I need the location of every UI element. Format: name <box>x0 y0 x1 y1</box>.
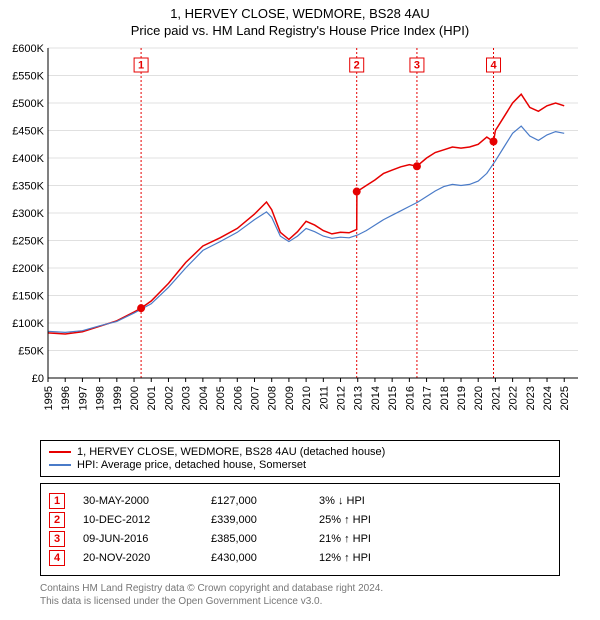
svg-text:£0: £0 <box>32 373 44 385</box>
transaction-date: 09-JUN-2016 <box>83 533 193 545</box>
svg-text:£150K: £150K <box>12 291 44 303</box>
table-row: 4 20-NOV-2020 £430,000 12% ↑ HPI <box>49 550 551 566</box>
svg-text:2016: 2016 <box>404 386 416 410</box>
svg-text:2013: 2013 <box>353 386 365 410</box>
svg-text:2025: 2025 <box>559 386 571 410</box>
transaction-marker-number: 2 <box>49 512 65 528</box>
transaction-delta: 3% ↓ HPI <box>319 495 429 507</box>
svg-text:2018: 2018 <box>439 386 451 410</box>
svg-text:1995: 1995 <box>43 386 55 410</box>
svg-text:2020: 2020 <box>473 386 485 410</box>
transaction-delta: 25% ↑ HPI <box>319 514 429 526</box>
title-subtitle: Price paid vs. HM Land Registry's House … <box>0 23 600 38</box>
svg-text:£500K: £500K <box>12 98 44 110</box>
svg-text:£200K: £200K <box>12 263 44 275</box>
svg-text:2017: 2017 <box>422 386 434 410</box>
svg-text:2002: 2002 <box>163 386 175 410</box>
transaction-date: 10-DEC-2012 <box>83 514 193 526</box>
legend: 1, HERVEY CLOSE, WEDMORE, BS28 4AU (deta… <box>40 440 560 477</box>
legend-label: 1, HERVEY CLOSE, WEDMORE, BS28 4AU (deta… <box>77 446 385 458</box>
transaction-delta: 21% ↑ HPI <box>319 533 429 545</box>
legend-swatch <box>49 451 71 453</box>
svg-text:£550K: £550K <box>12 71 44 83</box>
legend-item: HPI: Average price, detached house, Some… <box>49 459 551 471</box>
footnote-line1: Contains HM Land Registry data © Crown c… <box>40 582 560 595</box>
svg-text:2021: 2021 <box>490 386 502 410</box>
svg-text:1996: 1996 <box>60 386 72 410</box>
svg-text:2006: 2006 <box>232 386 244 410</box>
transaction-date: 20-NOV-2020 <box>83 552 193 564</box>
transaction-price: £430,000 <box>211 552 301 564</box>
footnote: Contains HM Land Registry data © Crown c… <box>40 582 560 608</box>
svg-text:2: 2 <box>354 60 360 72</box>
transaction-price: £127,000 <box>211 495 301 507</box>
svg-text:£100K: £100K <box>12 318 44 330</box>
legend-item: 1, HERVEY CLOSE, WEDMORE, BS28 4AU (deta… <box>49 446 551 458</box>
svg-text:2001: 2001 <box>146 386 158 410</box>
svg-text:2003: 2003 <box>181 386 193 410</box>
svg-text:2008: 2008 <box>267 386 279 410</box>
svg-text:£400K: £400K <box>12 153 44 165</box>
svg-text:2024: 2024 <box>542 386 554 410</box>
svg-text:£300K: £300K <box>12 208 44 220</box>
svg-text:2011: 2011 <box>318 386 330 410</box>
svg-text:£450K: £450K <box>12 126 44 138</box>
transaction-delta: 12% ↑ HPI <box>319 552 429 564</box>
table-row: 3 09-JUN-2016 £385,000 21% ↑ HPI <box>49 531 551 547</box>
table-row: 1 30-MAY-2000 £127,000 3% ↓ HPI <box>49 493 551 509</box>
legend-label: HPI: Average price, detached house, Some… <box>77 459 306 471</box>
transaction-price: £385,000 <box>211 533 301 545</box>
svg-text:1997: 1997 <box>77 386 89 410</box>
svg-text:1: 1 <box>138 60 144 72</box>
svg-text:2023: 2023 <box>525 386 537 410</box>
legend-swatch <box>49 464 71 466</box>
transaction-price: £339,000 <box>211 514 301 526</box>
footnote-line2: This data is licensed under the Open Gov… <box>40 595 560 608</box>
price-chart: £0 £50K £100K £150K £200K £250K £300K £350K £400… <box>0 44 600 434</box>
svg-text:£350K: £350K <box>12 181 44 193</box>
svg-text:2014: 2014 <box>370 386 382 410</box>
svg-text:2015: 2015 <box>387 386 399 410</box>
transaction-marker-number: 3 <box>49 531 65 547</box>
svg-text:1998: 1998 <box>95 386 107 410</box>
transactions-table: 1 30-MAY-2000 £127,000 3% ↓ HPI 2 10-DEC-2012… <box>40 483 560 576</box>
svg-text:2010: 2010 <box>301 386 313 410</box>
table-row: 2 10-DEC-2012 £339,000 25% ↑ HPI <box>49 512 551 528</box>
title-address: 1, HERVEY CLOSE, WEDMORE, BS28 4AU <box>0 6 600 21</box>
svg-text:2009: 2009 <box>284 386 296 410</box>
svg-text:2012: 2012 <box>336 386 348 410</box>
svg-text:2004: 2004 <box>198 386 210 410</box>
svg-text:2005: 2005 <box>215 386 227 410</box>
transaction-marker-number: 1 <box>49 493 65 509</box>
svg-text:£250K: £250K <box>12 236 44 248</box>
svg-text:3: 3 <box>414 60 420 72</box>
svg-text:£600K: £600K <box>12 44 44 55</box>
svg-text:2022: 2022 <box>508 386 520 410</box>
svg-text:2007: 2007 <box>249 386 261 410</box>
svg-text:1999: 1999 <box>112 386 124 410</box>
transaction-date: 30-MAY-2000 <box>83 495 193 507</box>
svg-text:4: 4 <box>490 60 497 72</box>
svg-text:2000: 2000 <box>129 386 141 410</box>
transaction-marker-number: 4 <box>49 550 65 566</box>
svg-text:£50K: £50K <box>18 346 44 358</box>
svg-text:2019: 2019 <box>456 386 468 410</box>
